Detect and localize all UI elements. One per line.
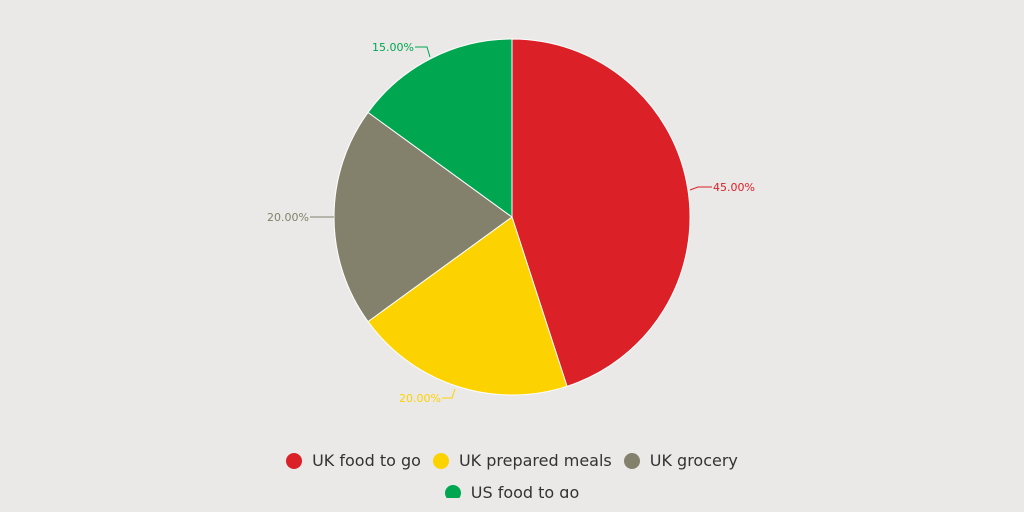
slice-us-food-to-go[interactable] — [367, 38, 513, 218]
legend-row-1: UK food to go UK prepared meals UK groce… — [0, 448, 1024, 474]
leader-line-uk-food-to-go — [689, 186, 712, 191]
legend-dot-icon — [432, 453, 449, 469]
legend-item-uk-grocery[interactable]: UK grocery — [623, 448, 738, 474]
legend-dot-icon — [444, 485, 461, 498]
slice-uk-prepared-meals[interactable] — [367, 216, 568, 396]
data-label-uk-prepared-meals: 20.00% — [399, 392, 441, 405]
data-label-uk-grocery: 20.00% — [267, 211, 309, 224]
data-label-us-food-to-go: 15.00% — [372, 41, 414, 54]
legend-row-2: US food to go — [0, 480, 1024, 498]
legend-item-uk-prepared-meals[interactable]: UK prepared meals — [432, 448, 612, 474]
legend-item-us-food-to-go[interactable]: US food to go — [444, 480, 580, 498]
legend-label: US food to go — [470, 483, 580, 498]
legend-dot-icon — [286, 453, 303, 469]
legend-item-uk-food-to-go[interactable]: UK food to go — [286, 448, 421, 474]
legend-dot-icon — [623, 453, 640, 469]
legend-label: UK grocery — [649, 451, 738, 470]
legend-label: UK prepared meals — [458, 451, 612, 470]
pie-chart: 45.00% 20.00% 20.00% 15.00% — [267, 38, 755, 405]
leader-line-uk-prepared-meals — [442, 388, 456, 399]
legend: UK food to go UK prepared meals UK groce… — [0, 448, 1024, 498]
legend-label: UK food to go — [312, 451, 421, 470]
slice-uk-food-to-go[interactable] — [511, 38, 691, 387]
slice-uk-grocery[interactable] — [333, 111, 513, 323]
data-label-uk-food-to-go: 45.00% — [713, 181, 755, 194]
leader-line-us-food-to-go — [415, 46, 431, 58]
